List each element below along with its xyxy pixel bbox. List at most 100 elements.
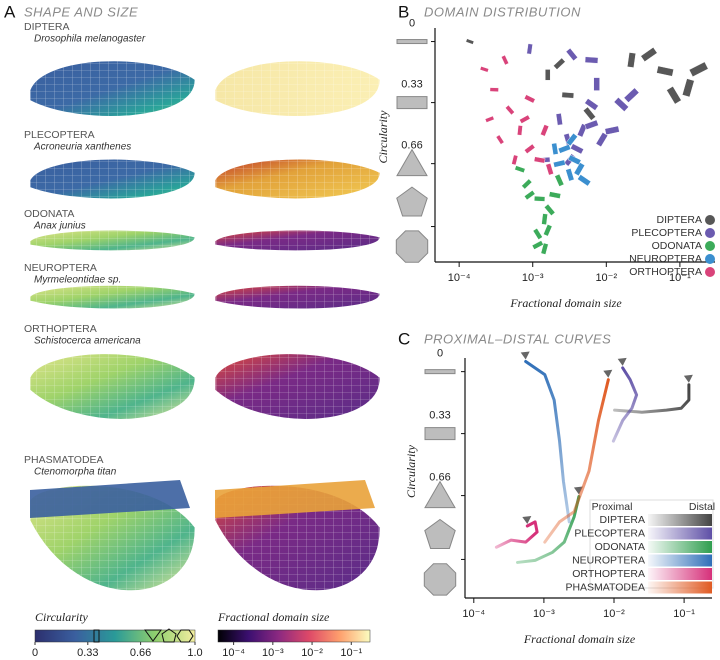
- curve: [543, 378, 610, 544]
- x-tick-label: 10⁻³: [533, 608, 555, 620]
- domain-point: [548, 191, 562, 199]
- legend-swatch: [648, 514, 712, 526]
- y-axis-label: Circularity: [376, 110, 390, 164]
- colorbar-tick-label: 0.66: [130, 647, 151, 659]
- domain-point: [465, 38, 475, 45]
- domain-point: [524, 190, 536, 201]
- domain-point: [526, 43, 533, 55]
- domain-point: [501, 54, 509, 66]
- circularity-shape: [396, 96, 428, 110]
- circularity-shape: [396, 39, 428, 45]
- wing-cells: [29, 353, 196, 420]
- curve-arrow: [603, 369, 613, 378]
- wing-cells: [29, 284, 196, 310]
- legend-label: NEUROPTERA: [629, 253, 702, 265]
- domain-point: [613, 97, 629, 112]
- x-tick-label: 10⁻¹: [673, 608, 695, 620]
- domain-point: [519, 114, 531, 124]
- shape-marker: [161, 628, 177, 643]
- species-name: Acroneuria xanthenes: [33, 142, 131, 153]
- domain-point: [565, 47, 578, 62]
- colorbar-tick-label: 10⁻⁴: [222, 647, 245, 659]
- colorbar-tick-label: 10⁻¹: [340, 647, 362, 659]
- domain-point: [553, 159, 566, 168]
- domain-point: [532, 228, 543, 240]
- domain-point: [489, 87, 499, 92]
- wing-strip: [215, 480, 375, 518]
- domain-point: [511, 154, 519, 166]
- order-name: DIPTERA: [24, 21, 70, 33]
- domain-point: [540, 124, 550, 137]
- x-tick-label: 10⁻⁴: [462, 608, 485, 620]
- curve: [515, 495, 581, 564]
- domain-point: [524, 143, 536, 154]
- domain-point: [561, 91, 575, 99]
- species-name: Anax junius: [33, 221, 86, 232]
- domain-point: [505, 104, 515, 116]
- curve-arrow: [520, 351, 530, 360]
- circularity-shape: [396, 148, 428, 177]
- legend-label: ODONATA: [595, 541, 645, 553]
- species-name: Drosophila melanogaster: [34, 34, 146, 45]
- legend-swatch: [705, 267, 715, 277]
- domain-point: [521, 178, 533, 190]
- legend-header: Distal: [689, 501, 715, 513]
- domain-point: [604, 125, 620, 135]
- circularity-shape: [424, 518, 456, 549]
- x-tick-label: 10⁻¹: [669, 272, 691, 284]
- species-name: Schistocerca americana: [34, 336, 141, 347]
- domain-point: [688, 61, 709, 77]
- domain-point: [543, 224, 553, 237]
- domain-point: [640, 47, 658, 62]
- domain-point: [541, 213, 548, 225]
- domain-point: [484, 115, 495, 123]
- domain-point: [682, 78, 695, 98]
- shape-marker: [93, 629, 100, 643]
- legend-swatch: [648, 541, 712, 553]
- panel-title: PROXIMAL–DISTAL CURVES: [424, 331, 611, 346]
- domain-point: [540, 242, 549, 255]
- species-name: Ctenomorpha titan: [34, 467, 117, 478]
- curve-arrow: [617, 357, 627, 366]
- legend-label: ORTHOPTERA: [629, 266, 702, 278]
- domain-point: [623, 87, 640, 103]
- order-name: ORTHOPTERA: [24, 323, 97, 335]
- domain-point: [479, 66, 489, 73]
- legend-swatch: [648, 568, 712, 580]
- domain-point: [584, 98, 599, 111]
- domain-point: [593, 77, 600, 91]
- curve-arrow: [522, 516, 532, 525]
- x-tick-label: 10⁻⁴: [448, 272, 471, 284]
- colorbar-tick-label: 10⁻³: [262, 647, 284, 659]
- panel-title: DOMAIN DISTRIBUTION: [424, 4, 581, 19]
- order-name: PHASMATODEA: [24, 454, 104, 466]
- domain-point: [553, 57, 566, 70]
- curve: [611, 366, 639, 443]
- colorbar-tick-label: 0: [32, 647, 38, 659]
- circularity-shape: [424, 369, 456, 375]
- domain-point: [551, 142, 559, 155]
- legend-label: PHASMATODEA: [565, 581, 645, 593]
- wing-cells: [214, 60, 381, 117]
- panel-label: B: [398, 2, 409, 21]
- circularity-shape: [424, 480, 456, 509]
- domain-point: [656, 65, 674, 77]
- domain-point: [577, 174, 592, 187]
- species-name: Myrmeleontidae sp.: [34, 275, 121, 286]
- x-tick-label: 10⁻²: [603, 608, 625, 620]
- domain-point: [544, 203, 556, 216]
- legend-label: PLECOPTERA: [631, 227, 702, 239]
- y-tick-label: 0.66: [429, 471, 450, 483]
- y-tick-label: 0.33: [429, 410, 450, 422]
- order-name: PLECOPTERA: [24, 129, 95, 141]
- order-name: NEUROPTERA: [24, 262, 97, 274]
- curve-arrow: [683, 374, 693, 383]
- domain-point: [627, 52, 636, 68]
- legend-swatch: [648, 554, 712, 567]
- shape-marker: [144, 629, 162, 642]
- y-axis-label: Circularity: [404, 444, 418, 498]
- legend-header: Proximal: [592, 501, 633, 513]
- legend-label: PLECOPTERA: [574, 527, 645, 539]
- colorbar-tick-label: 10⁻²: [301, 647, 323, 659]
- domain-point: [565, 168, 575, 182]
